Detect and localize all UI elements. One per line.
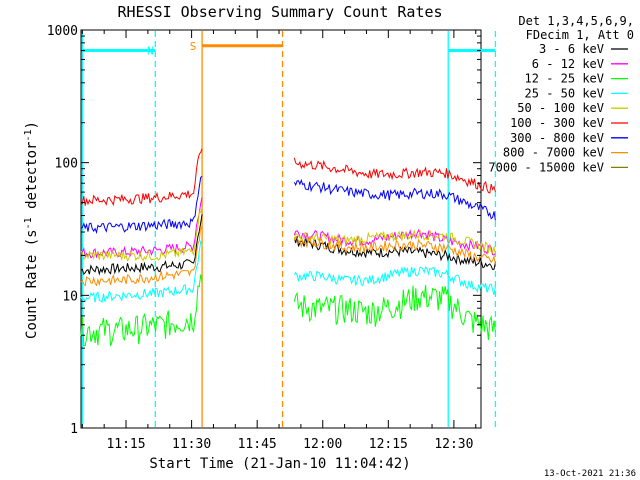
series-layer <box>80 148 496 347</box>
series-line <box>293 157 496 194</box>
series-line <box>80 214 203 276</box>
legend-entry-label: 6 - 12 keV <box>532 57 604 71</box>
series-line <box>80 226 203 287</box>
series-line <box>293 236 496 265</box>
legend-header-line-2: FDecim 1, Att 0 <box>526 28 634 42</box>
legend-entry-label: 50 - 100 keV <box>517 101 604 115</box>
legend-entry-label: 7000 - 15000 keV <box>488 160 604 174</box>
x-tick-label: 11:30 <box>172 437 211 452</box>
x-axis-label: Start Time (21-Jan-10 11:04:42) <box>149 456 410 472</box>
legend-header-line-1: Det 1,3,4,5,6,9, <box>518 14 634 28</box>
axes: 1 10 100 1000 11:15 11:30 11:45 12:00 12:15 12:30 <box>47 24 481 452</box>
legend-entry-label: 25 - 50 keV <box>525 86 604 100</box>
series-line <box>293 229 496 255</box>
y-axis-label: Count Rate (s-1 detector-1) <box>23 121 41 339</box>
series-line <box>293 284 496 340</box>
series-line <box>80 175 203 235</box>
series-line <box>80 239 203 303</box>
legend: Det 1,3,4,5,6,9, FDecim 1, Att 0 3 - 6 k… <box>488 14 634 174</box>
legend-entry-label: 800 - 7000 keV <box>503 146 604 160</box>
legend-entry-label: 100 - 300 keV <box>510 116 604 130</box>
x-tick-label: 12:00 <box>303 437 342 452</box>
x-tick-label: 11:15 <box>106 437 145 452</box>
plot-frame <box>80 29 482 429</box>
legend-entry-label: 3 - 6 keV <box>539 42 604 56</box>
series-line <box>80 206 203 262</box>
x-tick-label: 11:45 <box>238 437 277 452</box>
legend-entry-label: 12 - 25 keV <box>525 72 604 86</box>
y-tick-label: 10 <box>62 289 78 304</box>
series-line <box>293 178 496 221</box>
x-tick-label: 12:30 <box>434 437 473 452</box>
y-tick-label: 1000 <box>47 24 78 39</box>
series-line <box>293 266 496 295</box>
footer-timestamp: 13-Oct-2021 21:36 <box>544 469 636 479</box>
series-line <box>80 148 203 207</box>
chart-title: RHESSI Observing Summary Count Rates <box>117 3 442 21</box>
series-line <box>80 274 203 347</box>
x-tick-label: 12:15 <box>369 437 408 452</box>
legend-entry-label: 300 - 800 keV <box>510 131 604 145</box>
y-tick-label: 100 <box>55 157 78 172</box>
flag-label: S <box>190 40 197 53</box>
y-tick-label: 1 <box>70 422 78 437</box>
flag-label: N <box>147 45 154 58</box>
